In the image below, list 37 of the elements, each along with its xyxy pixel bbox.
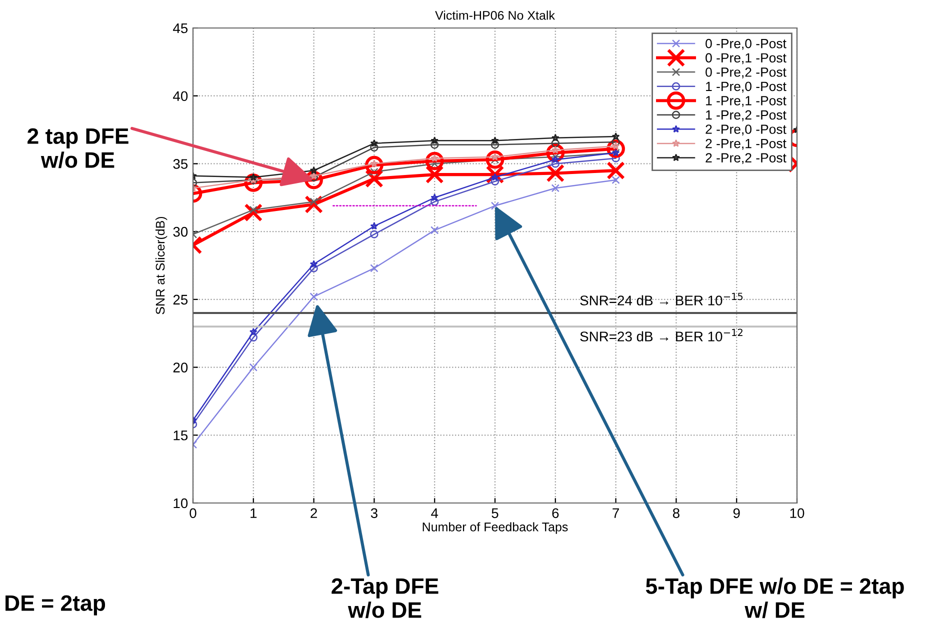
y-tick-label: 25 [173,294,188,305]
chart-title: Victim-HP06 No Xtalk [435,10,555,20]
x-tick-label: 7 [612,508,619,518]
ref-line-label: SNR=23 dB → BER 10$^{−12}$ [580,328,742,342]
annotation: 2-Tap DFE w/o DE [332,578,438,618]
y-axis-title: SNR at Slicer(dB) [155,216,168,314]
legend-label: 1 -Pre,1 -Post [706,96,786,107]
legend-label: 0 -Pre,0 -Post [706,38,786,50]
legend-label: 2 -Pre,2 -Post [706,153,786,164]
ref-line-label: SNR=24 dB → BER 10$^{−15}$ [580,292,743,306]
x-axis-title: Number of Feedback Taps [422,522,568,534]
x-tick-label: 4 [431,508,438,518]
x-tick-label: 10 [790,508,804,518]
y-tick-label: 40 [173,91,188,102]
x-tick-label: 8 [672,508,680,518]
x-tick-label: 1 [250,508,257,518]
legend-label: 2 -Pre,1 -Post [706,138,786,150]
y-tick-label: 10 [174,498,188,508]
y-tick-label: 35 [173,159,188,169]
legend-label: 1 -Pre,2 -Post [706,110,786,122]
text: DE = 2tap [6,595,106,616]
legend-label: 0 -Pre,1 -Post [706,53,786,64]
x-tick-label: 2 [310,508,317,518]
y-tick-label: 30 [173,226,188,237]
x-tick-label: 6 [552,508,559,518]
legend-label: 1 -Pre,0 -Post [706,82,786,93]
x-tick-label: 3 [370,508,378,518]
y-tick-label: 45 [173,23,188,34]
legend-label: 0 -Pre,2 -Post [706,67,786,78]
x-tick-label: 9 [733,508,740,518]
legend-label: 2 -Pre,0 -Post [706,124,786,136]
x-tick-label: 5 [492,508,498,518]
y-tick-label: 20 [173,362,188,372]
x-tick-label: 0 [190,508,196,518]
annotation: 5-Tap DFE w/o DE = 2tap w/ DE [646,578,904,618]
annotation: 2 tap DFE w/o DE [28,128,128,168]
y-tick-label: 15 [174,430,188,440]
